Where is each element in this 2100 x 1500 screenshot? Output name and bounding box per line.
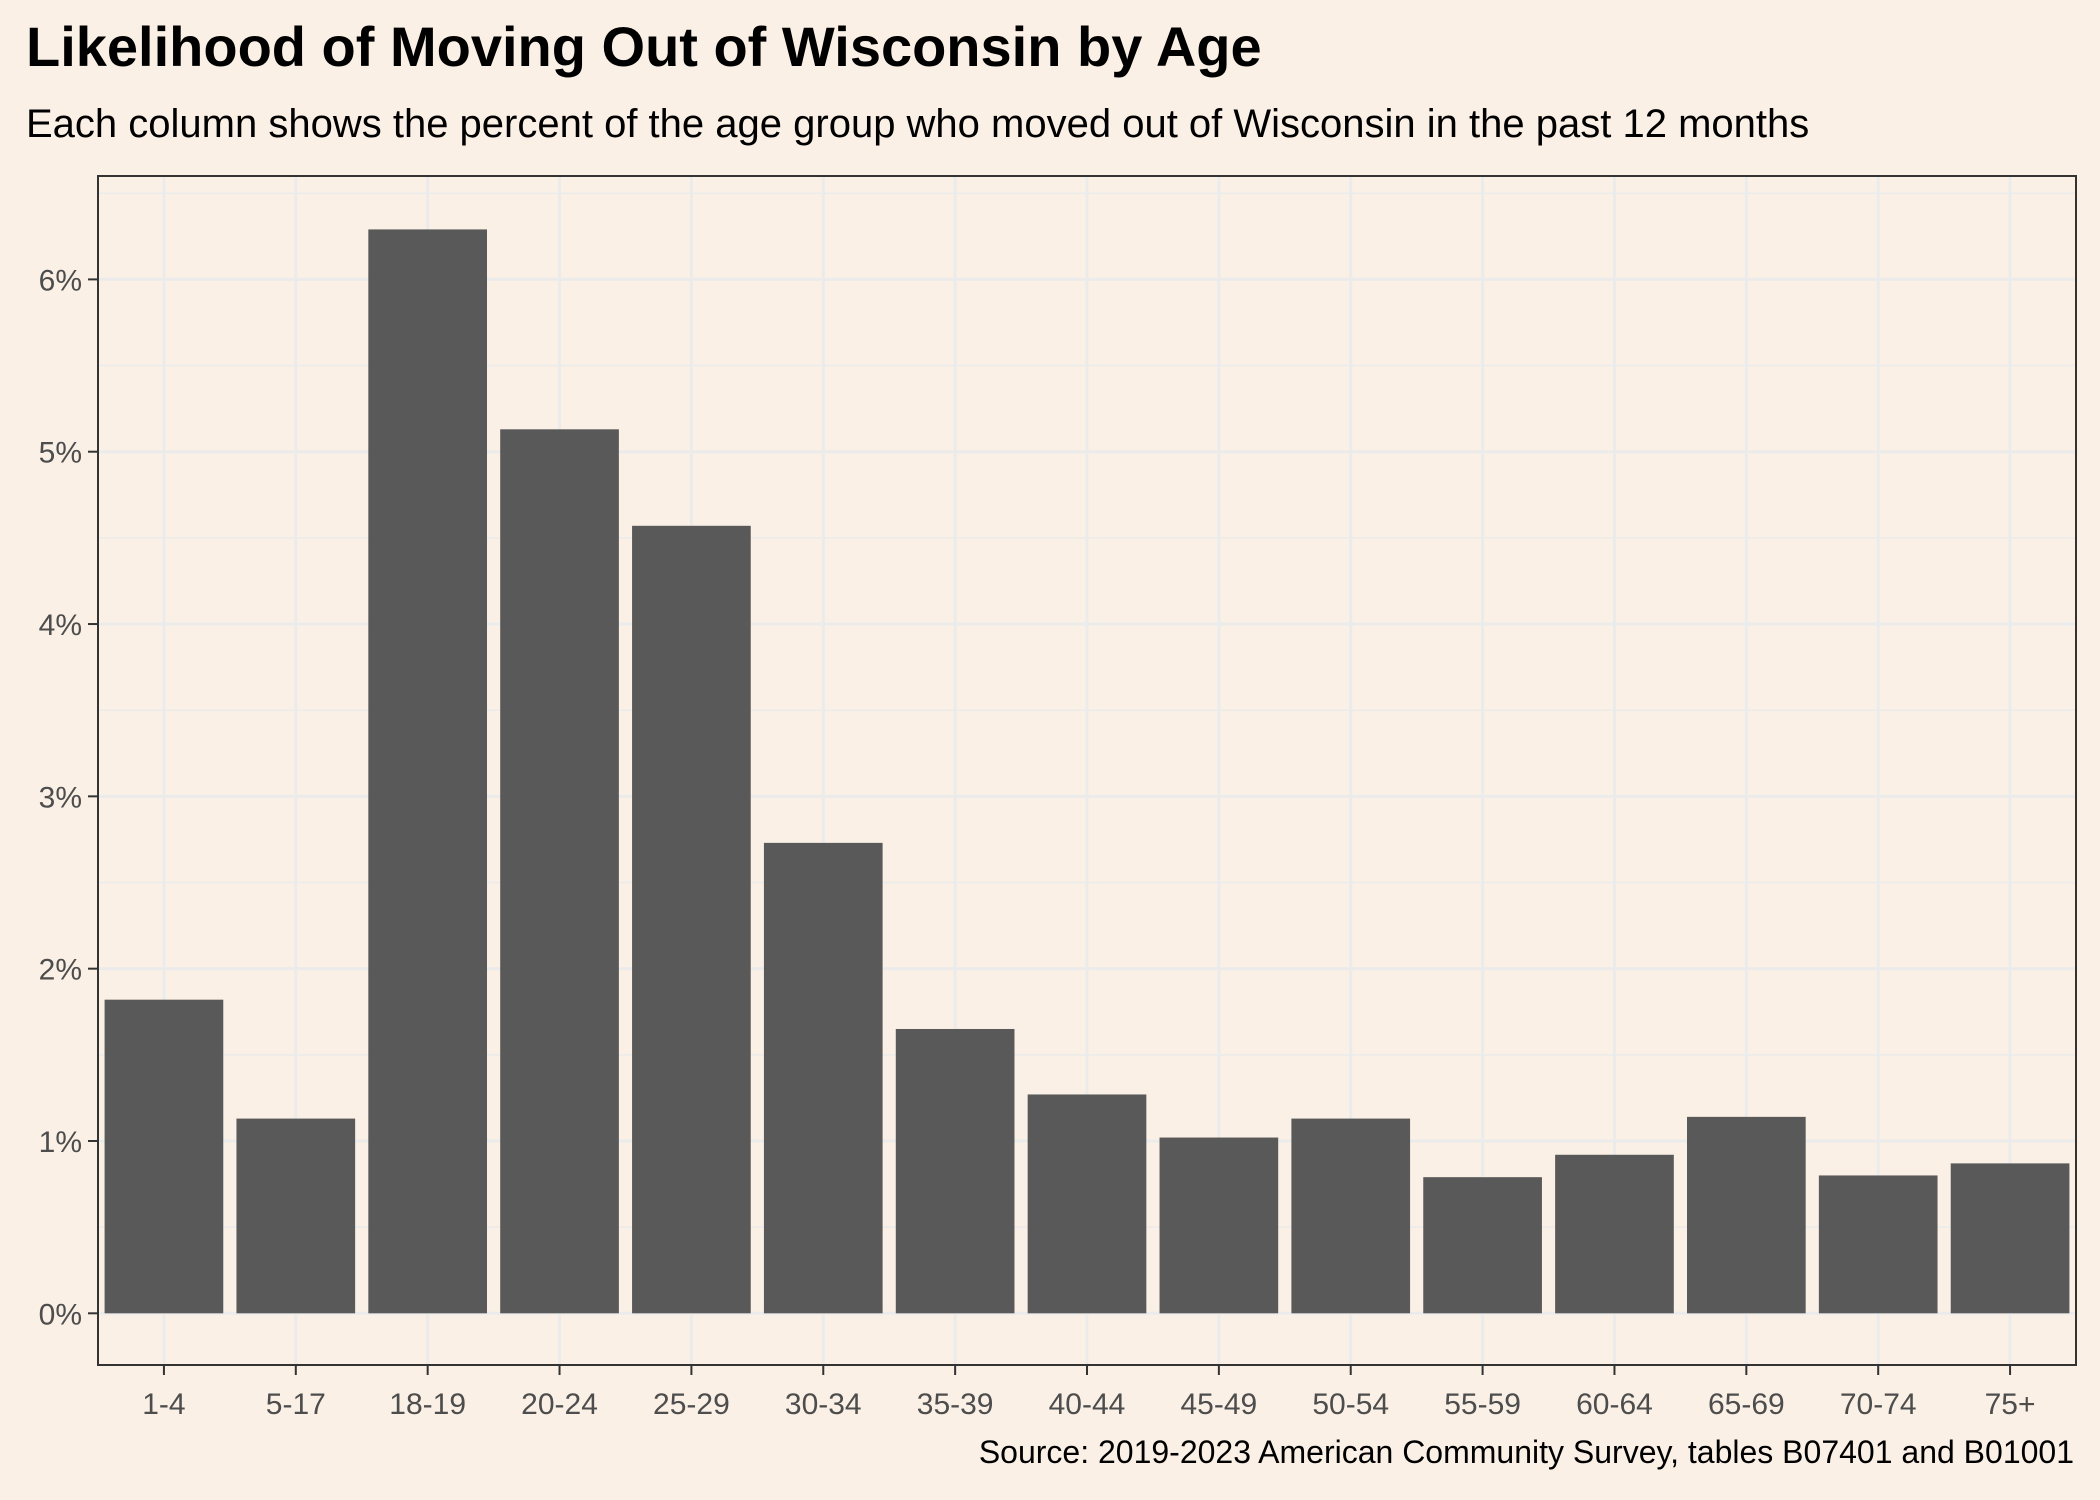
x-tick-label: 18-19: [389, 1388, 466, 1421]
y-tick-label: 1%: [39, 1126, 82, 1159]
y-tick-label: 0%: [39, 1298, 82, 1331]
chart-title: Likelihood of Moving Out of Wisconsin by…: [26, 15, 1262, 78]
x-tick-label: 75+: [1985, 1388, 2036, 1421]
chart-subtitle: Each column shows the percent of the age…: [26, 102, 1810, 146]
x-tick-label: 1-4: [142, 1388, 185, 1421]
bar-45-49: [1159, 1137, 1279, 1314]
bar-50-54: [1291, 1118, 1411, 1314]
bar-65-69: [1686, 1116, 1806, 1314]
x-tick-label: 70-74: [1840, 1388, 1917, 1421]
y-tick-label: 5%: [39, 437, 82, 470]
bar-55-59: [1423, 1177, 1542, 1314]
bar-20-24: [500, 429, 619, 1314]
bar-25-29: [632, 525, 751, 1314]
x-tick-label: 25-29: [653, 1388, 730, 1421]
bar-70-74: [1818, 1175, 1938, 1314]
y-tick-label: 6%: [39, 264, 82, 297]
y-tick-label: 4%: [39, 609, 82, 642]
chart-caption: Source: 2019-2023 American Community Sur…: [978, 1434, 2074, 1470]
bar-40-44: [1027, 1094, 1147, 1314]
x-tick-label: 20-24: [521, 1388, 598, 1421]
x-tick-label: 5-17: [266, 1388, 326, 1421]
bar-60-64: [1555, 1154, 1674, 1314]
bar-30-34: [763, 842, 883, 1314]
x-tick-label: 45-49: [1180, 1388, 1257, 1421]
bar-18-19: [368, 229, 488, 1314]
bar-35-39: [895, 1028, 1015, 1314]
x-tick-label: 50-54: [1312, 1388, 1389, 1421]
bar-5-17: [236, 1118, 356, 1314]
bar-75+: [1950, 1163, 2070, 1314]
x-tick-label: 30-34: [785, 1388, 862, 1421]
x-tick-label: 60-64: [1576, 1388, 1653, 1421]
x-tick-label: 65-69: [1708, 1388, 1785, 1421]
x-tick-label: 40-44: [1049, 1388, 1126, 1421]
y-tick-label: 3%: [39, 781, 82, 814]
y-tick-label: 2%: [39, 954, 82, 987]
x-tick-label: 55-59: [1444, 1388, 1521, 1421]
x-tick-label: 35-39: [917, 1388, 994, 1421]
bar-1-4: [104, 999, 224, 1314]
